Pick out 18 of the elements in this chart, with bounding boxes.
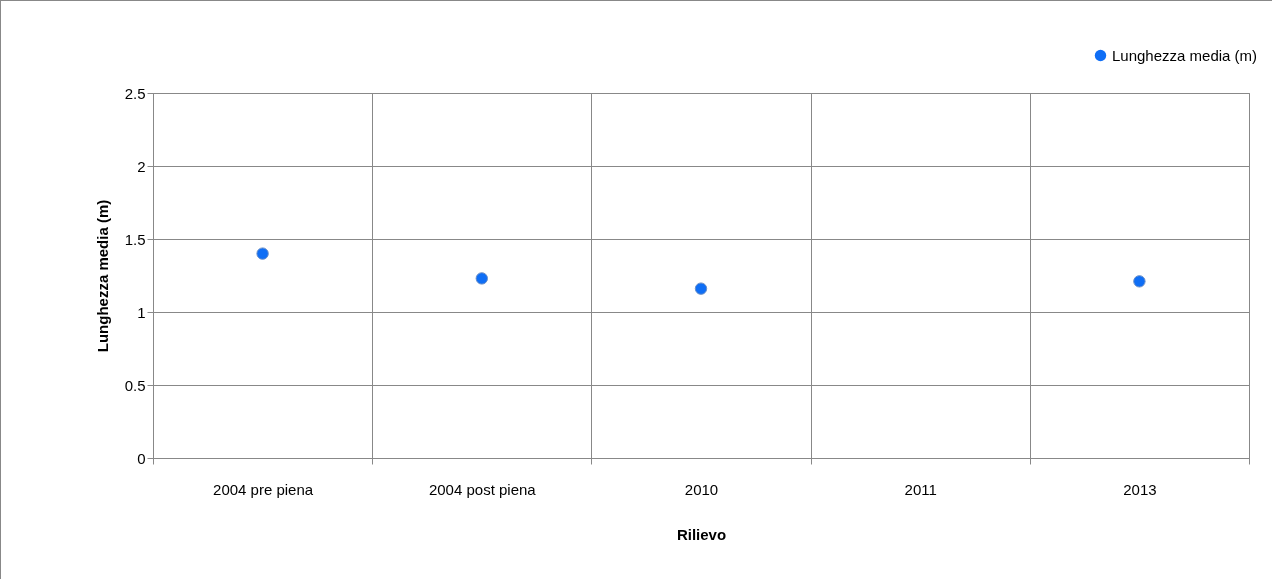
- x-tick-label: 2004 post piena: [428, 480, 537, 498]
- y-tick-label: 0: [137, 449, 146, 467]
- point: [256, 247, 269, 260]
- x-tick-label: 2013: [1123, 480, 1157, 498]
- point: [1133, 275, 1146, 288]
- y-tick-label: 2.5: [124, 84, 146, 102]
- x-tick-label: 2010: [684, 480, 719, 498]
- point: [475, 272, 488, 285]
- y-tick-label: 1: [137, 303, 146, 321]
- point: [694, 282, 708, 295]
- y-tick-label: 0.5: [124, 376, 146, 394]
- y-axis-title: Lunghezza media (m): [93, 199, 111, 353]
- legend-label: Lunghezza media (m): [1112, 46, 1258, 64]
- x-axis-title: Rilievo: [676, 525, 727, 543]
- y-tick-label: 2: [137, 157, 146, 175]
- x-tick-label: 2011: [904, 480, 937, 498]
- y-tick-label: 1.5: [124, 230, 146, 248]
- x-tick-label: 2004 pre piena: [213, 480, 314, 498]
